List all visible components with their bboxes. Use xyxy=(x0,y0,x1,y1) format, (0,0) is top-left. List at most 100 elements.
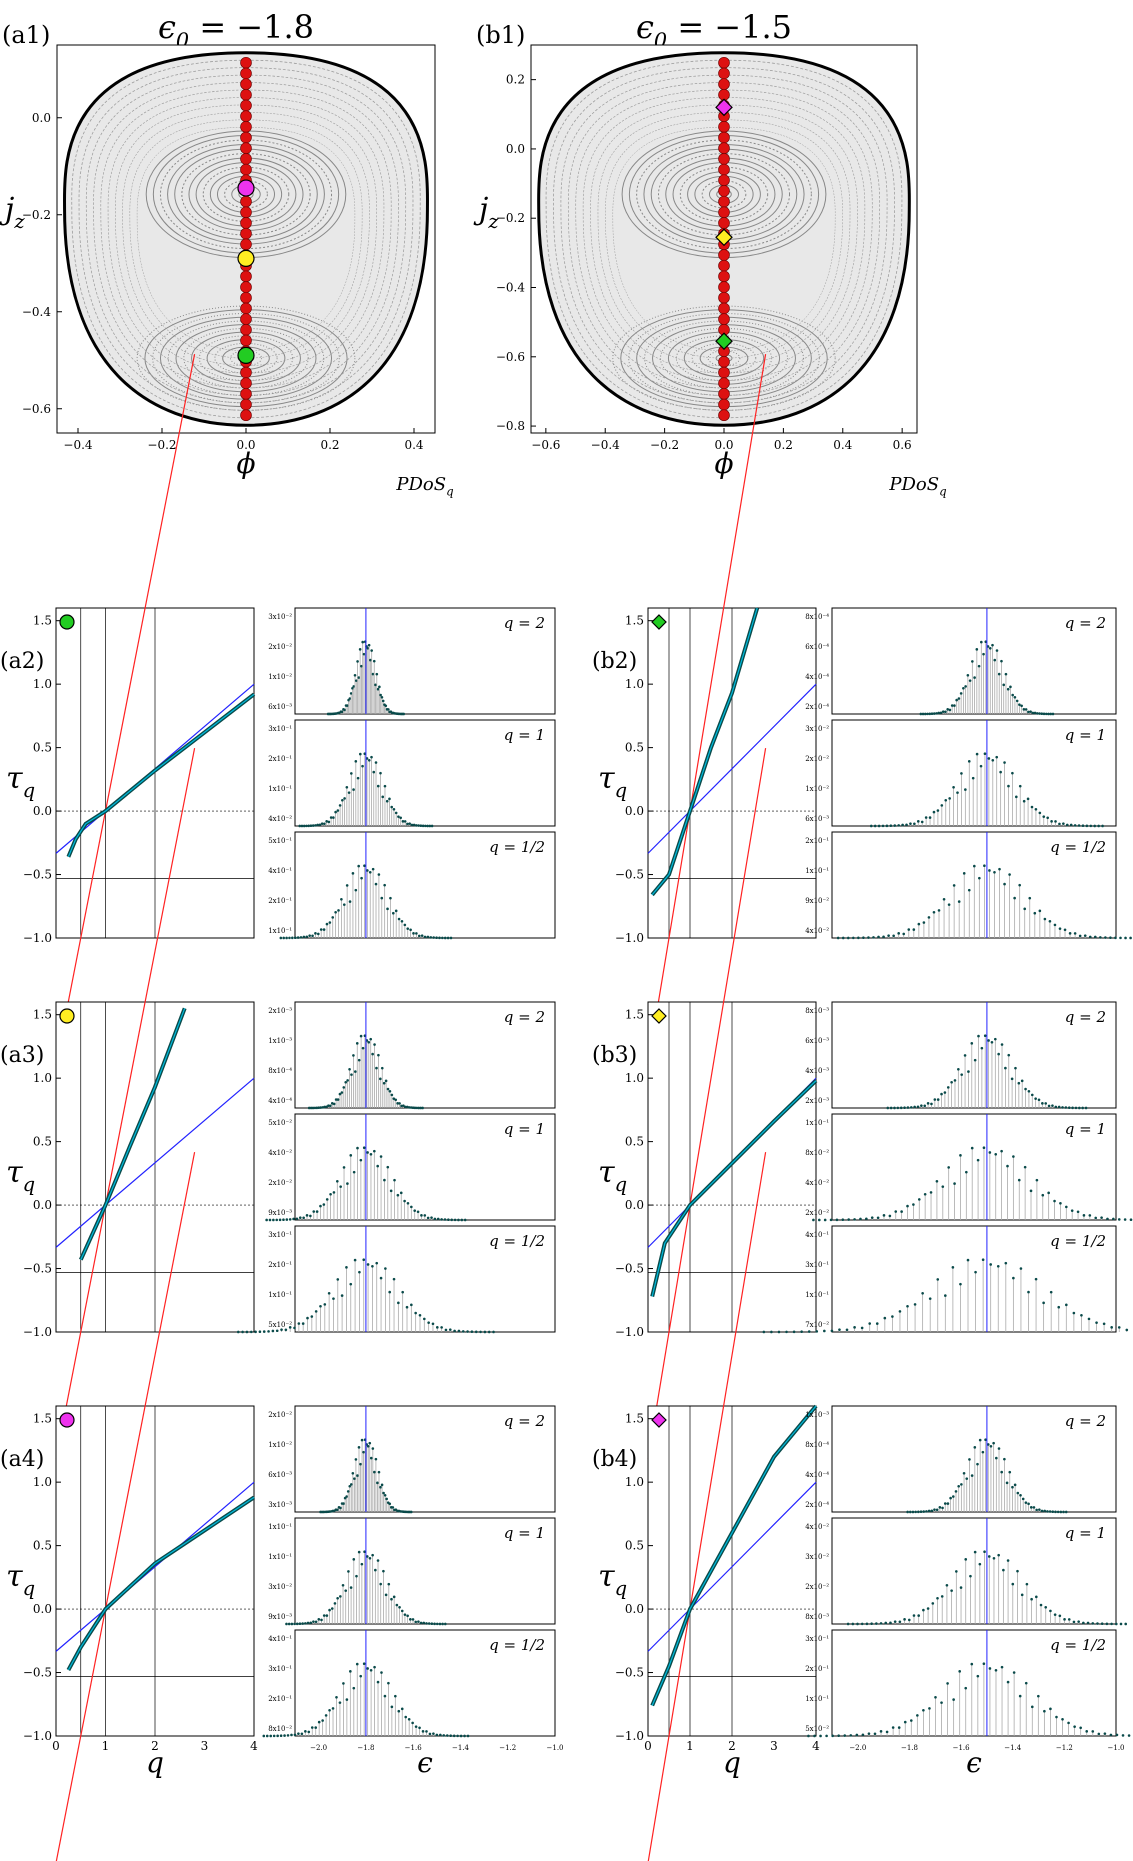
red-state-dot xyxy=(718,174,730,187)
pdos-point xyxy=(968,679,972,682)
pdos-point xyxy=(1020,1079,1024,1083)
pdos-point xyxy=(309,1621,313,1625)
pdos-point xyxy=(1037,1694,1040,1698)
pdos-point xyxy=(357,676,361,679)
pdos-point xyxy=(426,824,429,828)
pdos-y-tick-label: 4x10⁻⁴ xyxy=(268,1097,292,1105)
pdos-point xyxy=(813,1734,816,1738)
pdos-point xyxy=(347,1570,350,1573)
pdos-point xyxy=(406,1614,409,1618)
pdos-point xyxy=(959,692,963,695)
pdos-point xyxy=(344,1080,348,1084)
pdos-point xyxy=(1020,704,1023,708)
pdos-point xyxy=(466,1734,470,1738)
pdos-point xyxy=(348,900,352,903)
pdos-point xyxy=(372,659,376,663)
pdos-point xyxy=(889,1106,893,1110)
pdos-point xyxy=(310,1315,314,1318)
pdos-point xyxy=(403,1613,407,1616)
pdos-point xyxy=(1043,1509,1047,1513)
pdos-point xyxy=(911,1510,915,1514)
tau-y-tick-label: 1.0 xyxy=(625,677,644,691)
eps-x-tick-label: −1.4 xyxy=(1004,1744,1022,1752)
pdos-point xyxy=(349,1586,353,1589)
pdos-point xyxy=(380,1483,384,1487)
pdos-point xyxy=(329,1192,332,1196)
pdos-y-tick-label: 1x10⁻² xyxy=(805,785,829,793)
tau-x-tick-label: 0 xyxy=(52,1739,60,1753)
pdos-point xyxy=(1067,1106,1071,1110)
pdos-y-tick-label: 2x10⁻² xyxy=(268,643,292,651)
pdos-y-tick-label: 5x10⁻² xyxy=(805,1725,829,1733)
pdos-point xyxy=(441,936,444,940)
pdos-point xyxy=(443,936,447,940)
pdos-y-tick-label: 2x10⁻² xyxy=(268,1179,292,1187)
eps-x-tick-label: −1.4 xyxy=(452,1744,470,1752)
pdos-point xyxy=(346,1079,349,1082)
pdos-point xyxy=(1023,1165,1027,1169)
pdos-point xyxy=(297,1322,301,1325)
pdos-y-tick-label: 4x10⁻² xyxy=(805,927,829,935)
pdos-point xyxy=(363,864,366,868)
pdos-point xyxy=(837,1734,841,1738)
pdos-point xyxy=(336,1098,340,1101)
pdos-point xyxy=(341,1584,345,1587)
pdos-point xyxy=(371,1265,374,1268)
pdos-point xyxy=(430,1216,433,1219)
pdos-point xyxy=(845,1328,849,1332)
pdos-point xyxy=(394,1098,398,1102)
red-state-dot xyxy=(240,142,252,155)
pdos-point xyxy=(1038,712,1041,715)
pdos-point xyxy=(978,1562,982,1566)
pdos-point xyxy=(338,1092,342,1096)
x-tick-label: 0.6 xyxy=(893,438,912,452)
pdos-point xyxy=(1058,1614,1062,1618)
pdos-point xyxy=(1119,936,1122,940)
pdos-point xyxy=(1028,896,1032,900)
pdos-point xyxy=(1049,1707,1052,1711)
pdos-point xyxy=(377,1470,381,1474)
red-state-dot xyxy=(718,163,730,176)
pdos-point xyxy=(946,1086,950,1089)
pdos-q-label: q = 1 xyxy=(504,726,545,744)
orbit-ring xyxy=(644,320,804,396)
pdos-point xyxy=(1096,1622,1099,1625)
pdos-y-tick-label: 2x10⁻¹ xyxy=(268,1695,292,1703)
pdos-point xyxy=(1026,797,1030,801)
pdos-point xyxy=(894,1210,898,1213)
pdos-point xyxy=(935,1508,939,1512)
pdos-point xyxy=(893,1620,897,1623)
orbit-outer xyxy=(597,112,851,366)
pdos-y-tick-label: 2x10⁻³ xyxy=(268,1007,292,1015)
pdos-point xyxy=(412,823,416,827)
pdos-point xyxy=(1037,1098,1041,1102)
pdos-point xyxy=(438,936,441,940)
pdos-point xyxy=(1022,708,1026,711)
pdos-point xyxy=(1046,816,1049,820)
pdos-point xyxy=(319,1204,322,1208)
pdos-point xyxy=(1042,815,1046,818)
pdos-point xyxy=(374,1457,378,1461)
panel-label: (a4) xyxy=(0,1447,44,1472)
pdos-point xyxy=(359,1462,362,1466)
pdos-point xyxy=(301,1622,304,1625)
pdos-point xyxy=(1059,1510,1063,1514)
pdos-point xyxy=(421,824,425,828)
pdos-point xyxy=(903,1618,906,1621)
pdos-point xyxy=(323,1105,326,1109)
pdos-y-tick-label: 4x10⁻² xyxy=(805,1523,829,1531)
pdos-y-tick-label: 2x10⁻¹ xyxy=(268,755,292,763)
pdos-point xyxy=(275,1329,279,1333)
pdos-point xyxy=(349,1483,353,1486)
tau-x-tick-label: 3 xyxy=(770,1739,778,1753)
pdos-point xyxy=(1093,935,1097,939)
pdos-point xyxy=(334,1098,338,1101)
pdos-point xyxy=(1035,1178,1039,1182)
pdos-point xyxy=(928,712,932,716)
pdos-point xyxy=(916,1105,920,1109)
pdos-point xyxy=(1109,1733,1113,1737)
pdos-point xyxy=(1062,822,1065,825)
pdos-point xyxy=(994,1037,997,1041)
pdos-point xyxy=(390,1705,394,1709)
pdos-point xyxy=(1008,1470,1012,1474)
